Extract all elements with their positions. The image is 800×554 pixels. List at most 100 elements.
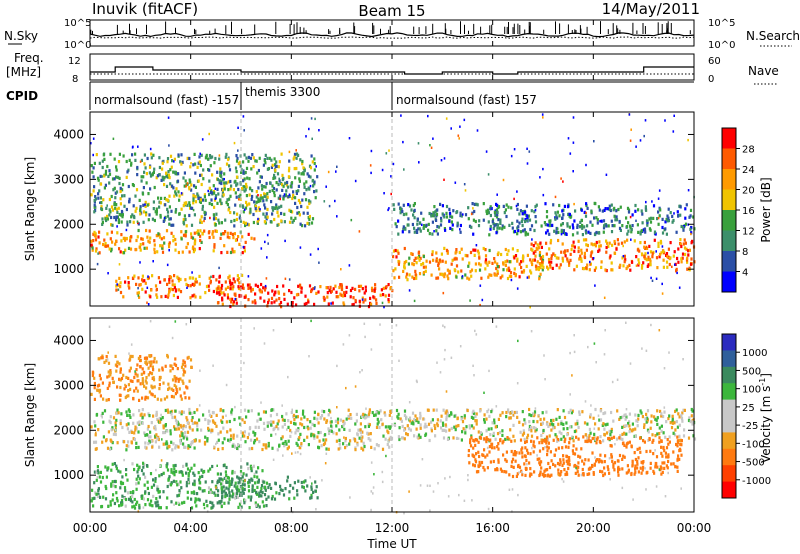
data-cell (252, 430, 255, 434)
data-cell (439, 223, 443, 227)
data-cell (279, 197, 281, 201)
data-cell (550, 256, 553, 260)
data-cell (268, 483, 271, 487)
data-cell (630, 444, 633, 448)
data-cell (160, 196, 163, 200)
data-cell (325, 419, 329, 423)
data-cell (602, 473, 605, 478)
data-cell (215, 486, 217, 489)
data-cell (155, 212, 158, 216)
data-cell (341, 425, 344, 429)
data-cell (480, 460, 484, 465)
data-cell (336, 406, 338, 409)
data-cell (529, 425, 533, 429)
data-cell (115, 284, 118, 288)
data-cell (183, 370, 186, 374)
data-cell (183, 201, 186, 205)
data-cell (288, 289, 291, 293)
data-cell (450, 426, 453, 431)
data-cell (256, 284, 260, 288)
data-cell (167, 116, 170, 119)
data-cell (181, 160, 184, 164)
data-cell (172, 479, 175, 483)
data-cell (292, 486, 295, 490)
data-cell (168, 194, 171, 198)
data-cell (555, 256, 558, 260)
data-cell (634, 427, 637, 431)
data-cell (249, 464, 252, 468)
data-cell (649, 220, 653, 224)
data-cell (161, 366, 164, 370)
data-cell (455, 436, 459, 440)
data-cell (101, 217, 104, 221)
data-cell (383, 192, 385, 195)
data-cell (278, 205, 281, 209)
data-cell (492, 226, 495, 231)
data-cell (187, 472, 190, 476)
data-cell (611, 459, 614, 463)
data-cell (344, 439, 347, 443)
data-cell (194, 185, 197, 189)
data-cell (129, 387, 132, 391)
data-cell (631, 459, 634, 463)
data-cell (526, 448, 529, 452)
data-cell (681, 252, 685, 256)
data-cell (278, 492, 281, 496)
data-cell (605, 269, 608, 273)
data-cell (681, 256, 684, 260)
data-cell (552, 423, 555, 427)
data-cell (166, 160, 169, 164)
data-cell (237, 126, 239, 129)
data-cell (583, 255, 586, 259)
data-cell (530, 434, 534, 438)
data-cell (115, 496, 119, 501)
data-cell (690, 241, 693, 245)
data-cell (284, 277, 287, 280)
data-cell (133, 437, 136, 441)
data-cell (288, 166, 291, 170)
data-cell (572, 170, 574, 173)
data-cell (533, 410, 537, 414)
data-cell (176, 494, 179, 498)
data-cell (169, 483, 173, 487)
data-cell (266, 256, 268, 259)
data-cell (456, 224, 459, 228)
data-cell (305, 188, 308, 192)
data-cell (594, 437, 597, 441)
data-cell (156, 250, 159, 254)
data-cell (93, 233, 96, 238)
data-cell (263, 427, 266, 431)
data-cell (551, 223, 554, 227)
data-cell (657, 222, 660, 226)
data-cell (486, 410, 489, 414)
data-cell (188, 379, 191, 383)
data-cell (645, 219, 649, 223)
data-cell (357, 428, 360, 432)
data-cell (575, 264, 578, 268)
data-cell (464, 253, 467, 258)
data-cell (136, 500, 139, 504)
data-cell (485, 436, 488, 440)
data-cell (241, 235, 244, 239)
data-cell (147, 442, 150, 446)
data-cell (117, 218, 121, 222)
data-cell (482, 453, 485, 457)
data-cell (240, 286, 244, 290)
data-cell (479, 284, 482, 287)
data-cell (419, 435, 422, 439)
data-cell (237, 286, 241, 291)
data-cell (641, 212, 644, 216)
data-cell (513, 148, 516, 151)
data-cell (224, 491, 227, 495)
data-cell (170, 209, 173, 213)
data-cell (522, 269, 526, 273)
data-cell (587, 230, 590, 234)
data-cell (586, 439, 589, 444)
data-cell (234, 203, 237, 207)
data-cell (252, 212, 255, 217)
data-cell (257, 199, 260, 204)
data-cell (201, 474, 204, 478)
data-cell (497, 417, 500, 421)
data-cell (419, 411, 422, 415)
data-cell (174, 357, 177, 361)
